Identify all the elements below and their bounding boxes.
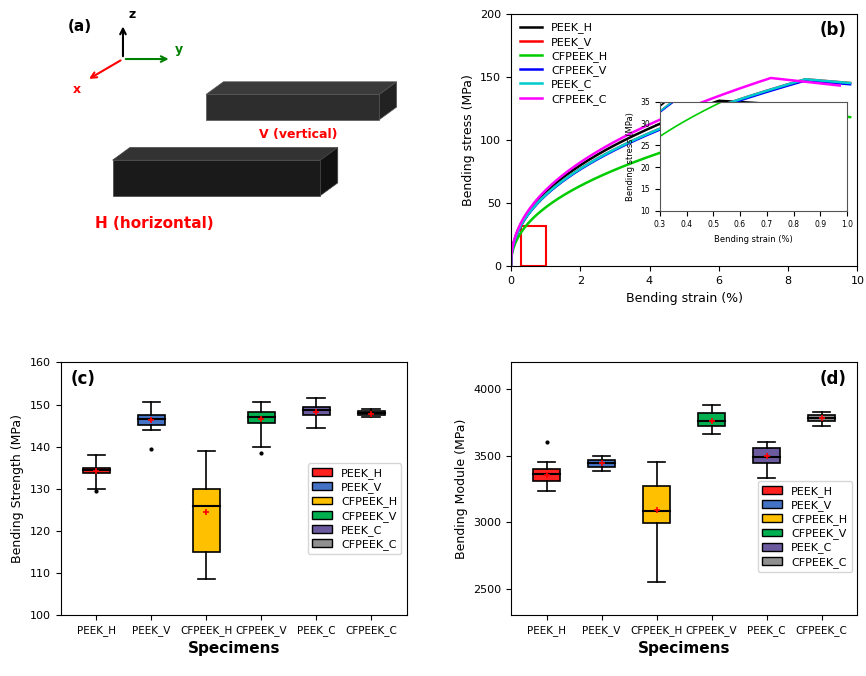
CFPEEK_H (611, 165, 622, 173)
CFPEEK_V (834, 79, 844, 87)
CFPEEK_H (535, 208, 546, 216)
Y-axis label: Bending Strength (MPa): Bending Strength (MPa) (11, 414, 24, 563)
CFPEEK_C (643, 121, 654, 129)
PEEK_V (535, 196, 546, 204)
Line: PEEK_H: PEEK_H (511, 101, 823, 266)
CFPEEK_H (506, 262, 516, 270)
CFPEEK_C (572, 160, 583, 168)
PEEK_C (535, 196, 546, 204)
Bar (643, 486, 670, 523)
PEEK_V (845, 79, 856, 87)
PEEK_H (740, 98, 750, 106)
X-axis label: Specimens: Specimens (638, 642, 730, 656)
CFPEEK_H (834, 112, 844, 120)
PEEK_H (578, 160, 589, 168)
X-axis label: Specimens: Specimens (188, 642, 280, 656)
Text: (d): (d) (820, 370, 847, 388)
Line: PEEK_V: PEEK_V (511, 79, 850, 266)
Bar (358, 411, 385, 415)
PEEK_H (818, 103, 828, 111)
Legend: PEEK_H, PEEK_V, CFPEEK_H, CFPEEK_V, PEEK_C, CFPEEK_C: PEEK_H, PEEK_V, CFPEEK_H, CFPEEK_V, PEEK… (516, 19, 611, 108)
CFPEEK_V (845, 80, 856, 89)
Text: z: z (128, 8, 135, 21)
CFPEEK_V (535, 197, 546, 205)
PEEK_C (834, 78, 844, 86)
Bar (138, 415, 165, 425)
PEEK_C (800, 75, 811, 83)
PEEK_H (506, 262, 516, 270)
Text: y: y (175, 43, 183, 57)
CFPEEK_V (800, 76, 811, 84)
PEEK_H (792, 101, 803, 110)
PEEK_V (506, 262, 516, 270)
CFPEEK_C (506, 262, 516, 270)
CFPEEK_H (781, 113, 792, 121)
PEEK_C (555, 178, 565, 187)
PEEK_V (811, 76, 822, 84)
CFPEEK_H (845, 113, 856, 121)
PEEK_C (781, 81, 792, 89)
PEEK_V (800, 75, 811, 83)
Y-axis label: Bending stress (MPa): Bending stress (MPa) (462, 74, 475, 206)
Bar (248, 412, 275, 423)
PEEK_C (506, 262, 516, 270)
CFPEEK_C (766, 74, 776, 82)
CFPEEK_V (781, 82, 792, 90)
Bar (753, 448, 780, 464)
PEEK_V (834, 78, 844, 86)
PEEK_V (611, 145, 622, 153)
PEEK_H (581, 158, 591, 166)
Bar (521, 226, 546, 266)
Polygon shape (320, 147, 338, 195)
PEEK_C (811, 76, 822, 84)
CFPEEK_C (650, 118, 661, 126)
CFPEEK_H (811, 110, 822, 118)
CFPEEK_C (835, 82, 845, 90)
Bar (588, 460, 616, 467)
Text: (c): (c) (71, 370, 96, 388)
Polygon shape (206, 95, 379, 120)
Line: CFPEEK_V: CFPEEK_V (511, 80, 850, 266)
Polygon shape (113, 147, 338, 160)
CFPEEK_V (506, 262, 516, 270)
Polygon shape (379, 82, 397, 120)
Bar (808, 415, 836, 420)
Bar (192, 489, 220, 552)
CFPEEK_C (545, 182, 555, 190)
PEEK_H (734, 98, 745, 106)
CFPEEK_V (611, 145, 622, 153)
Bar (82, 468, 110, 473)
Bar (533, 469, 560, 481)
Polygon shape (113, 160, 320, 195)
Text: x: x (74, 82, 81, 96)
CFPEEK_H (800, 108, 811, 116)
PEEK_V (781, 81, 792, 89)
PEEK_C (611, 145, 622, 153)
PEEK_H (714, 97, 724, 105)
PEEK_H (645, 124, 656, 132)
Line: PEEK_C: PEEK_C (511, 79, 850, 266)
Line: CFPEEK_C: CFPEEK_C (511, 78, 840, 266)
PEEK_C (845, 79, 856, 87)
Bar (698, 413, 726, 427)
Text: H (horizontal): H (horizontal) (95, 216, 214, 231)
Legend: PEEK_H, PEEK_V, CFPEEK_H, CFPEEK_V, PEEK_C, CFPEEK_C: PEEK_H, PEEK_V, CFPEEK_H, CFPEEK_V, PEEK… (307, 464, 402, 554)
Text: (b): (b) (820, 21, 847, 39)
Text: V (vertical): V (vertical) (259, 128, 338, 141)
CFPEEK_C (731, 86, 741, 94)
Bar (302, 406, 330, 415)
X-axis label: Bending strain (%): Bending strain (%) (625, 291, 743, 305)
Legend: PEEK_H, PEEK_V, CFPEEK_H, CFPEEK_V, PEEK_C, CFPEEK_C: PEEK_H, PEEK_V, CFPEEK_H, CFPEEK_V, PEEK… (758, 481, 852, 572)
Polygon shape (206, 82, 397, 95)
CFPEEK_V (555, 179, 565, 187)
Line: CFPEEK_H: CFPEEK_H (511, 112, 850, 266)
CFPEEK_H (555, 193, 565, 201)
CFPEEK_C (673, 107, 683, 116)
Y-axis label: Bending Module (MPa): Bending Module (MPa) (455, 418, 468, 559)
CFPEEK_V (811, 77, 822, 85)
Text: (a): (a) (68, 18, 92, 34)
PEEK_V (555, 178, 565, 187)
